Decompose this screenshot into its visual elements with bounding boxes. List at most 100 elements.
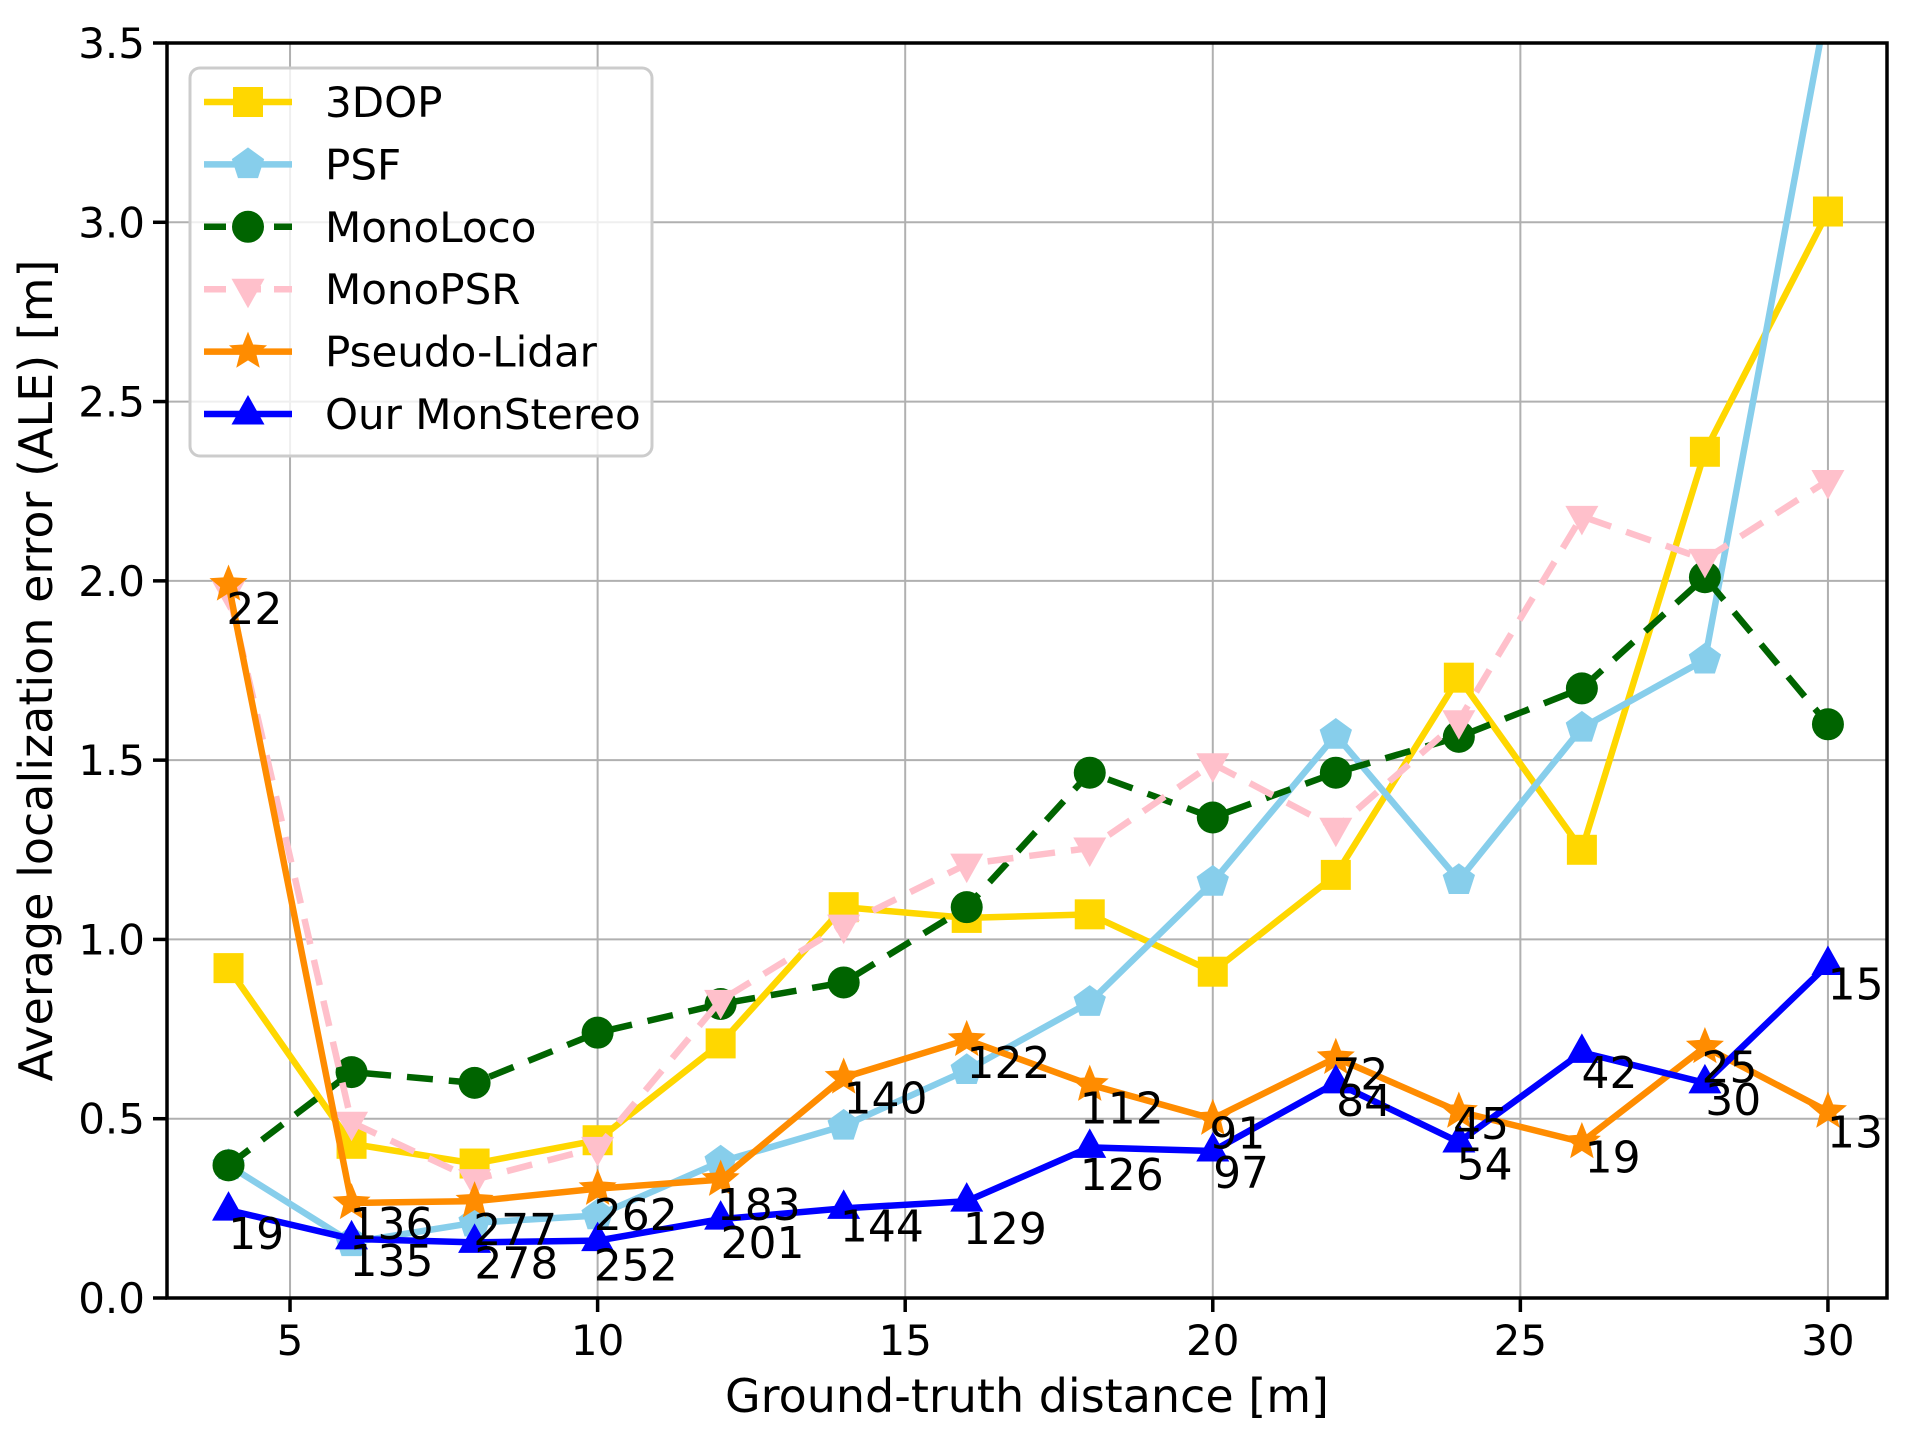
count-annotation: 112 <box>1080 1084 1164 1135</box>
axes-spines <box>165 41 1889 1300</box>
triangle-down-marker <box>950 853 984 884</box>
count-annotation: 136 <box>350 1199 434 1250</box>
circle-marker-shape <box>1565 672 1598 705</box>
x-axis-label: Ground-truth distance [m] <box>725 1369 1329 1423</box>
count-annotation: 91 <box>1209 1108 1265 1159</box>
legend-entry-our-monstereo: Our MonStereo <box>204 390 641 439</box>
series-line <box>226 574 1831 1168</box>
legend-label: MonoPSR <box>325 265 520 314</box>
triangle-down-marker-shape <box>1565 505 1599 536</box>
square-marker <box>1074 899 1105 930</box>
legend-box <box>188 66 654 458</box>
count-annotation: 19 <box>228 1209 284 1260</box>
square-marker <box>1689 436 1720 467</box>
pentagon-marker <box>1565 710 1599 742</box>
square-marker-shape <box>1320 859 1351 890</box>
tick-labels: 5 10 15 20 25 300.00.51.01.52.02.53.03.5 <box>78 19 1854 1365</box>
triangle-up-marker <box>1319 1063 1353 1094</box>
triangle-up-marker-shape <box>1319 1063 1353 1094</box>
star-marker <box>1685 1027 1724 1064</box>
legend-label: MonoLoco <box>325 203 536 252</box>
circle-marker-shape <box>1319 756 1352 789</box>
plot-area <box>209 43 1847 1257</box>
triangle-up-marker <box>1811 945 1845 976</box>
series-monopsr <box>212 469 1845 1199</box>
triangle-up-marker <box>1073 1128 1107 1158</box>
count-annotation: 144 <box>840 1201 924 1252</box>
count-annotation: 19 <box>1585 1132 1641 1183</box>
triangle-up-marker-shape <box>458 1223 492 1253</box>
star-marker-shape <box>1439 1091 1478 1128</box>
star-marker-shape <box>947 1019 986 1057</box>
square-marker-shape <box>1566 834 1597 865</box>
count-annotation: 42 <box>1582 1048 1638 1099</box>
series-line <box>226 43 1824 1246</box>
y-tick-label: 0.0 <box>78 1274 145 1323</box>
legend: 3DOP PSF MonoLoco MonoPSR Pseudo-Lidar Our Mo… <box>188 66 654 458</box>
pentagon-marker-shape <box>1442 863 1476 895</box>
pentagon-marker <box>581 1198 614 1230</box>
pentagon-marker <box>1196 865 1229 896</box>
star-marker-shape <box>332 1182 371 1220</box>
star-marker <box>1439 1091 1478 1128</box>
triangle-down-marker <box>704 989 738 1020</box>
circle-marker <box>581 1016 614 1049</box>
y-tick-label: 2.5 <box>78 378 145 427</box>
series-line <box>227 962 1831 1246</box>
square-marker <box>1443 662 1474 693</box>
pentagon-marker <box>1442 863 1476 895</box>
series-monoloco <box>212 561 1844 1182</box>
x-tick-label: 15 <box>878 1316 931 1365</box>
triangle-up-marker-shape <box>581 1221 615 1252</box>
triangle-down-marker <box>231 278 265 309</box>
star-marker-shape <box>578 1168 617 1205</box>
circle-marker <box>1811 708 1844 741</box>
triangle-up-marker <box>335 1219 369 1250</box>
circle-marker-shape <box>1811 708 1844 741</box>
star-marker-shape <box>1808 1091 1847 1128</box>
pentagon-marker <box>950 1053 983 1085</box>
triangle-up-marker <box>950 1182 984 1212</box>
square-marker-shape <box>233 87 263 117</box>
square-marker <box>1566 834 1597 865</box>
square-marker-shape <box>705 1028 736 1059</box>
square-marker <box>1320 859 1351 890</box>
pentagon-marker <box>1073 985 1106 1016</box>
star-marker-shape <box>1193 1098 1232 1135</box>
series-line <box>225 210 1831 1167</box>
star-marker-shape <box>209 564 248 601</box>
y-tick-label: 0.5 <box>78 1095 145 1144</box>
circle-marker <box>232 210 264 243</box>
star-marker <box>1316 1037 1355 1074</box>
legend-entry-3dop: 3DOP <box>204 78 442 127</box>
circle-marker-shape <box>950 891 983 924</box>
triangle-up-marker-shape <box>827 1189 861 1219</box>
triangle-down-marker-shape <box>581 1136 615 1167</box>
circle-marker-shape <box>212 1149 245 1182</box>
circle-marker <box>458 1066 491 1099</box>
square-marker <box>213 953 244 984</box>
square-marker <box>1197 956 1228 987</box>
y-axis-label: Average localization error (ALE) [m] <box>9 260 63 1082</box>
count-annotation: 183 <box>717 1180 801 1231</box>
pentagon-marker <box>231 147 265 179</box>
triangle-up-marker <box>1196 1131 1230 1162</box>
triangle-down-marker-shape <box>1196 753 1230 783</box>
star-marker-shape <box>824 1057 863 1094</box>
square-marker-shape <box>1689 436 1720 467</box>
triangle-up-marker <box>458 1223 492 1253</box>
star-marker <box>1193 1098 1232 1135</box>
legend-label: Our MonStereo <box>325 390 641 439</box>
square-marker-shape <box>1443 662 1474 693</box>
square-marker <box>233 87 263 117</box>
legend-entry-monopsr: MonoPSR <box>204 265 520 314</box>
triangle-down-marker-shape <box>827 914 861 945</box>
triangle-down-marker <box>1073 837 1107 867</box>
triangle-up-marker <box>212 1191 246 1221</box>
triangle-up-marker <box>827 1189 861 1219</box>
star-marker <box>701 1159 740 1196</box>
circle-marker-shape <box>1073 756 1106 789</box>
triangle-down-marker <box>1688 548 1722 579</box>
